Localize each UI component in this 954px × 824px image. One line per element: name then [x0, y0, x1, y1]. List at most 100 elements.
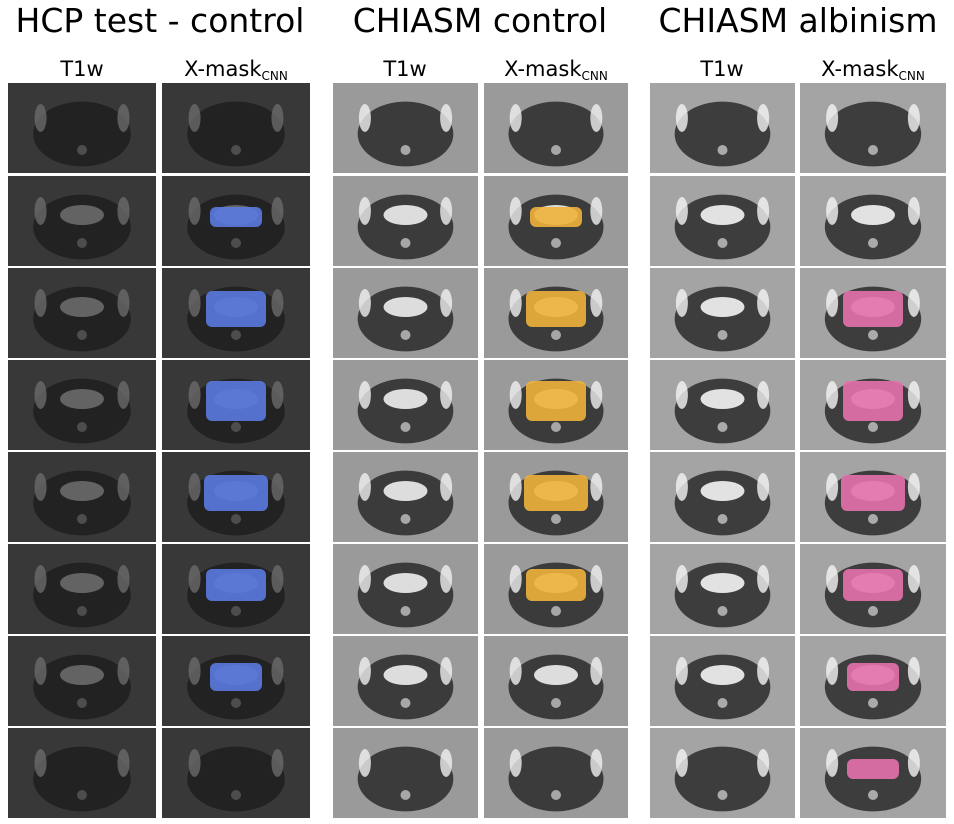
mri-slice [484, 636, 628, 726]
side-structure [509, 473, 522, 501]
mri-slice [333, 728, 478, 818]
side-structure [757, 473, 770, 501]
stalk [717, 330, 728, 340]
side-structure [34, 104, 47, 132]
stalk [551, 514, 561, 524]
side-structure [271, 749, 284, 777]
segmentation-mask [206, 381, 266, 421]
side-structure [509, 104, 522, 132]
mri-slice [333, 452, 478, 542]
label-subscript: CNN [262, 69, 288, 83]
side-structure [440, 473, 453, 501]
dark-region [357, 746, 454, 812]
chiasm [700, 389, 745, 409]
side-structure [440, 657, 453, 685]
side-structure [675, 104, 688, 132]
stalk [551, 145, 561, 155]
stalk [868, 145, 878, 155]
stalk [77, 606, 87, 616]
mri-slice [484, 268, 628, 358]
mri-slice [162, 728, 310, 818]
stalk [400, 422, 411, 432]
chiasm [700, 573, 745, 593]
stalk [717, 238, 728, 248]
mri-slice [650, 636, 795, 726]
mri-slice [8, 728, 156, 818]
mri-slice [333, 544, 478, 634]
stalk [868, 514, 878, 524]
chiasm [383, 573, 428, 593]
chiasm [851, 205, 895, 225]
stalk [77, 238, 87, 248]
column-label: X-maskCNN [184, 57, 288, 83]
side-structure [590, 381, 603, 409]
stalk [231, 606, 241, 616]
column-label: T1w [699, 57, 743, 81]
chiasm [383, 665, 428, 685]
dark-region [33, 378, 131, 444]
chiasm [60, 297, 104, 317]
segmentation-mask [847, 759, 899, 779]
side-structure [440, 197, 453, 225]
dark-region [187, 746, 285, 812]
mri-slice [8, 452, 156, 542]
stalk [400, 698, 411, 708]
dark-region [674, 470, 771, 536]
stalk [551, 422, 561, 432]
mri-slice [8, 83, 156, 173]
side-structure [440, 749, 453, 777]
side-structure [907, 473, 920, 501]
dark-region [674, 378, 771, 444]
side-structure [34, 565, 47, 593]
side-structure [271, 657, 284, 685]
mri-slice [333, 636, 478, 726]
mri-slice [650, 176, 795, 266]
stalk [868, 606, 878, 616]
side-structure [117, 381, 130, 409]
dark-region [357, 470, 454, 536]
chiasm [60, 389, 104, 409]
stalk [77, 698, 87, 708]
segmentation-mask [843, 291, 903, 327]
stalk [231, 514, 241, 524]
side-structure [188, 565, 201, 593]
stalk [231, 145, 241, 155]
side-structure [907, 657, 920, 685]
dark-region [357, 101, 454, 167]
segmentation-mask [530, 207, 582, 227]
image-grid [8, 83, 946, 818]
segmentation-mask [524, 475, 588, 511]
side-structure [271, 381, 284, 409]
side-structure [358, 657, 371, 685]
stalk [77, 514, 87, 524]
dark-region [508, 101, 604, 167]
stalk [400, 514, 411, 524]
segmentation-mask [206, 569, 266, 601]
side-structure [34, 473, 47, 501]
dark-region [33, 101, 131, 167]
stalk [551, 606, 561, 616]
side-structure [826, 381, 839, 409]
mri-slice [800, 83, 946, 173]
stalk [231, 238, 241, 248]
stalk [231, 422, 241, 432]
dark-region [187, 101, 285, 167]
side-structure [117, 473, 130, 501]
stalk [400, 238, 411, 248]
mri-slice [484, 360, 628, 450]
stalk [868, 698, 878, 708]
mri-slice [162, 544, 310, 634]
side-structure [34, 749, 47, 777]
stalk [868, 422, 878, 432]
stalk [717, 606, 728, 616]
side-structure [509, 381, 522, 409]
mri-slice [162, 360, 310, 450]
dark-region [33, 562, 131, 628]
side-structure [590, 657, 603, 685]
mri-slice [800, 360, 946, 450]
mri-slice [800, 268, 946, 358]
side-structure [358, 749, 371, 777]
segmentation-mask [526, 569, 586, 601]
chiasm [60, 573, 104, 593]
chiasm [700, 481, 745, 501]
